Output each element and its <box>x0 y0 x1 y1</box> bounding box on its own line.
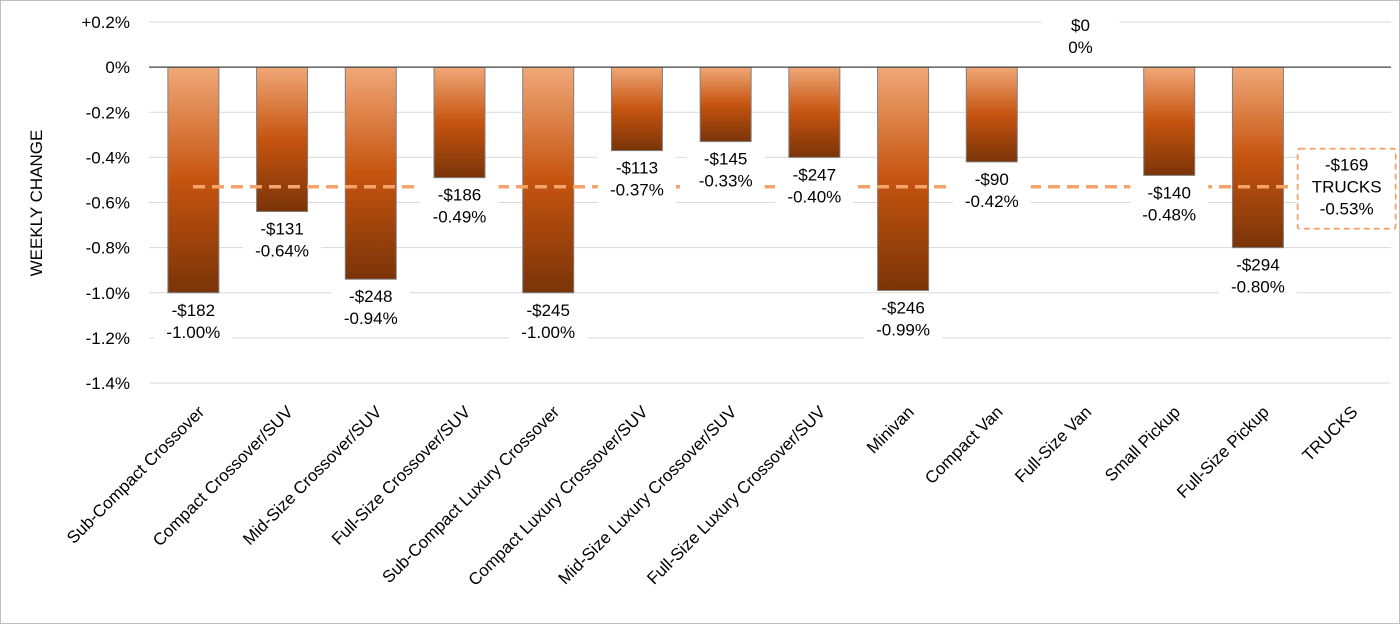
bar <box>877 66 930 291</box>
data-label: -$294 -0.80% <box>1218 253 1297 302</box>
data-label-percent: -0.33% <box>699 172 753 191</box>
data-label-background <box>1130 181 1209 230</box>
data-label: -$113 -0.37% <box>597 156 676 205</box>
data-label-dollar: -$182 <box>172 301 215 320</box>
data-label: -$186 -0.49% <box>420 183 499 232</box>
data-label-dollar: -$247 <box>793 165 836 184</box>
data-label-percent: -0.80% <box>1231 278 1285 297</box>
data-label-dollar: -$140 <box>1147 183 1190 202</box>
data-label-dollar: -$90 <box>975 170 1009 189</box>
category-label: Small Pickup <box>1101 402 1184 485</box>
category-label: Compact Van <box>921 402 1006 487</box>
y-tick-label: -0.8% <box>86 239 130 258</box>
data-label: -$248 -0.94% <box>331 285 410 334</box>
data-label: -$140 -0.48% <box>1130 181 1209 230</box>
bar <box>965 66 1018 163</box>
data-label-percent: -0.64% <box>255 242 309 261</box>
data-label-percent: -0.94% <box>344 309 398 328</box>
category-label: Full-Size Luxury Crossover/SUV <box>643 402 829 588</box>
data-label-background <box>864 296 943 345</box>
data-label: -$131 -0.64% <box>243 217 322 266</box>
bar <box>344 66 397 280</box>
data-label-dollar: -$246 <box>881 298 924 317</box>
y-axis-title: WEEKLY CHANGE <box>27 130 46 277</box>
data-label: -$145 -0.33% <box>686 147 765 196</box>
data-label-percent: -0.49% <box>433 208 487 227</box>
data-label: -$90 -0.42% <box>952 167 1031 216</box>
category-label: Compact Crossover/SUV <box>149 402 297 550</box>
category-label: Mid-Size Luxury Crossover/SUV <box>555 402 741 588</box>
data-label-dollar: -$294 <box>1236 256 1279 275</box>
data-label-background <box>331 285 410 334</box>
bar <box>167 66 220 294</box>
y-tick-label: -1.4% <box>86 374 130 393</box>
data-label: -$247 -0.40% <box>775 163 854 212</box>
y-tick-label: -0.6% <box>86 194 130 213</box>
average-callout-percent: -0.53% <box>1320 200 1374 219</box>
category-label: TRUCKS <box>1299 402 1362 465</box>
data-label-background <box>1041 14 1120 62</box>
data-label-dollar: -$145 <box>704 150 747 169</box>
y-tick-label: -1.2% <box>86 329 130 348</box>
data-label-percent: -0.40% <box>787 187 841 206</box>
data-label-dollar: $0 <box>1071 16 1090 35</box>
average-callout-dollar: -$169 <box>1325 156 1368 175</box>
data-label-background <box>420 183 499 232</box>
data-label-background <box>243 217 322 266</box>
data-label-background <box>509 298 588 347</box>
bar <box>788 66 841 158</box>
y-tick-label: +0.2% <box>81 13 130 32</box>
data-labels: -$182 -1.00% -$131 -0.64% -$248 -0.94% -$186 -0… <box>154 14 1397 347</box>
average-callout: -$169 TRUCKS -0.53% <box>1296 147 1397 230</box>
data-label-background <box>775 163 854 212</box>
data-label-percent: -1.00% <box>166 323 220 342</box>
data-label: -$182 -1.00% <box>154 298 233 347</box>
data-label-background <box>1218 253 1297 302</box>
data-label: $00% <box>1041 14 1120 62</box>
data-label-percent: -1.00% <box>521 323 575 342</box>
data-label-dollar: -$186 <box>438 186 481 205</box>
data-label-dollar: -$248 <box>349 287 392 306</box>
bar <box>256 66 309 213</box>
y-tick-label: -0.4% <box>86 148 130 167</box>
data-label-percent: 0% <box>1068 38 1093 57</box>
data-label-percent: -0.48% <box>1142 205 1196 224</box>
data-label-background <box>952 167 1031 216</box>
data-label-background <box>154 298 233 347</box>
bar <box>699 66 752 143</box>
bar <box>522 66 575 294</box>
category-label: Full-Size Van <box>1011 402 1095 486</box>
data-label-percent: -0.99% <box>876 320 930 339</box>
category-label: Minivan <box>863 402 918 457</box>
y-axis-ticks: +0.2% 0% -0.2% -0.4% -0.6% -0.8% -1.0% -1.2% -1.… <box>81 13 130 393</box>
bars <box>167 66 1284 294</box>
y-tick-label: 0% <box>105 58 130 77</box>
data-label-background <box>597 156 676 205</box>
data-label-dollar: -$131 <box>260 220 303 239</box>
data-label-dollar: -$245 <box>526 301 569 320</box>
data-label-dollar: -$113 <box>616 159 658 178</box>
category-label: Sub-Compact Luxury Crossover <box>379 402 564 587</box>
data-label: -$245 -1.00% <box>509 298 588 347</box>
bar <box>433 66 486 179</box>
average-callout-name: TRUCKS <box>1312 178 1382 197</box>
average-callout-box <box>1296 147 1397 230</box>
category-label: Full-Size Pickup <box>1173 402 1273 502</box>
bar <box>610 66 663 152</box>
bar <box>1143 66 1196 176</box>
data-label-percent: -0.37% <box>610 181 664 200</box>
bar <box>1231 66 1284 249</box>
data-label: -$246 -0.99% <box>864 296 943 345</box>
y-tick-label: -0.2% <box>86 103 130 122</box>
category-label: Compact Luxury Crossover/SUV <box>465 402 653 590</box>
data-label-background <box>686 147 765 196</box>
data-label-percent: -0.42% <box>965 192 1019 211</box>
y-tick-label: -1.0% <box>86 284 130 303</box>
